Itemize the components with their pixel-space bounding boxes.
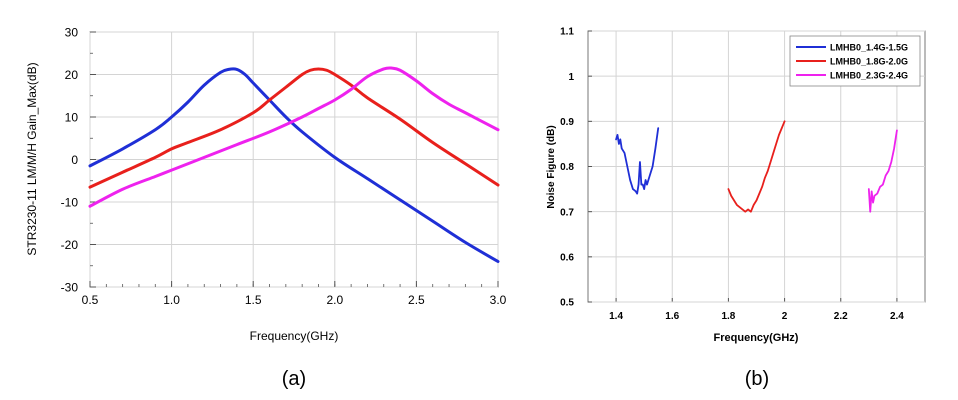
y-tick-label: 0.8 xyxy=(560,162,574,173)
y-tick-label: 1 xyxy=(568,72,574,83)
chart-b-panel-label: (b) xyxy=(745,368,769,390)
y-tick-label: 10 xyxy=(65,110,79,124)
chart-b-series xyxy=(615,120,898,213)
legend-label: LMHB0_2.3G-2.4G xyxy=(830,71,908,81)
x-tick-label: 2.0 xyxy=(326,293,343,307)
x-tick-label: 2.2 xyxy=(834,311,848,322)
chart-a-y-tick-labels: -30 -20 -10 0 10 20 30 xyxy=(61,25,79,294)
chart-b-x-axis-label: Frequency(GHz) xyxy=(714,332,799,344)
y-tick-label: 0 xyxy=(71,153,78,167)
series-line-2 xyxy=(88,67,500,189)
series-line-1 xyxy=(88,67,500,263)
chart-a: 0.5 1.0 1.5 2.0 2.5 3.0 -30 -20 -10 0 10 20 30 Freq… xyxy=(25,25,507,390)
y-tick-label: 0.9 xyxy=(560,117,574,128)
y-tick-label: 20 xyxy=(65,68,79,82)
x-tick-label: 1.8 xyxy=(721,311,735,322)
chart-b-x-tick-labels: 1.4 1.6 1.8 2 2.2 2.4 xyxy=(609,311,904,322)
x-tick-label: 3.0 xyxy=(490,293,507,307)
y-tick-label: 30 xyxy=(65,25,79,39)
y-tick-label: 0.5 xyxy=(560,298,574,309)
chart-a-x-tick-labels: 0.5 1.0 1.5 2.0 2.5 3.0 xyxy=(82,293,507,307)
x-tick-label: 1.6 xyxy=(665,311,679,322)
chart-a-minor-ticks xyxy=(89,31,499,288)
y-tick-label: -10 xyxy=(61,195,79,209)
x-tick-label: 0.5 xyxy=(82,293,99,307)
y-tick-label: -30 xyxy=(61,280,79,294)
x-tick-label: 2.4 xyxy=(890,311,904,322)
chart-b-y-tick-labels: 0.5 0.6 0.7 0.8 0.9 1 1.1 xyxy=(560,27,574,309)
x-tick-label: 2.5 xyxy=(408,293,425,307)
y-tick-label: 0.6 xyxy=(560,252,574,263)
x-tick-label: 1.4 xyxy=(609,311,623,322)
y-tick-label: 1.1 xyxy=(560,27,574,38)
chart-b-y-axis-label: Noise Figure (dB) xyxy=(546,125,557,208)
chart-b-legend: LMHB0_1.4G-1.5G LMHB0_1.8G-2.0G LMHB0_2.3G… xyxy=(789,35,921,87)
chart-a-y-axis-label: STR3230-11 LM/M/H Gain_Max(dB) xyxy=(25,62,39,255)
chart-a-x-axis-label: Frequency(GHz) xyxy=(250,329,339,343)
y-tick-label: 0.7 xyxy=(560,207,574,218)
chart-b: 1.4 1.6 1.8 2 2.2 2.4 0.5 0.6 0.7 0.8 0.9 1 1.1 Fre… xyxy=(546,27,926,390)
series-line-2 xyxy=(727,120,786,213)
x-tick-label: 2 xyxy=(782,311,788,322)
chart-a-panel-label: (a) xyxy=(282,368,306,390)
series-line-3 xyxy=(867,129,898,213)
series-line-3 xyxy=(88,66,500,208)
legend-label: LMHB0_1.4G-1.5G xyxy=(830,43,908,53)
chart-b-gridlines xyxy=(588,30,925,303)
legend-entries: LMHB0_1.4G-1.5G LMHB0_1.8G-2.0G LMHB0_2.3G… xyxy=(796,43,908,81)
x-tick-label: 1.0 xyxy=(163,293,180,307)
x-tick-label: 1.5 xyxy=(245,293,262,307)
chart-a-series xyxy=(88,66,500,263)
series-line-1 xyxy=(615,127,660,195)
y-tick-label: -20 xyxy=(61,238,79,252)
legend-label: LMHB0_1.8G-2.0G xyxy=(830,57,908,67)
